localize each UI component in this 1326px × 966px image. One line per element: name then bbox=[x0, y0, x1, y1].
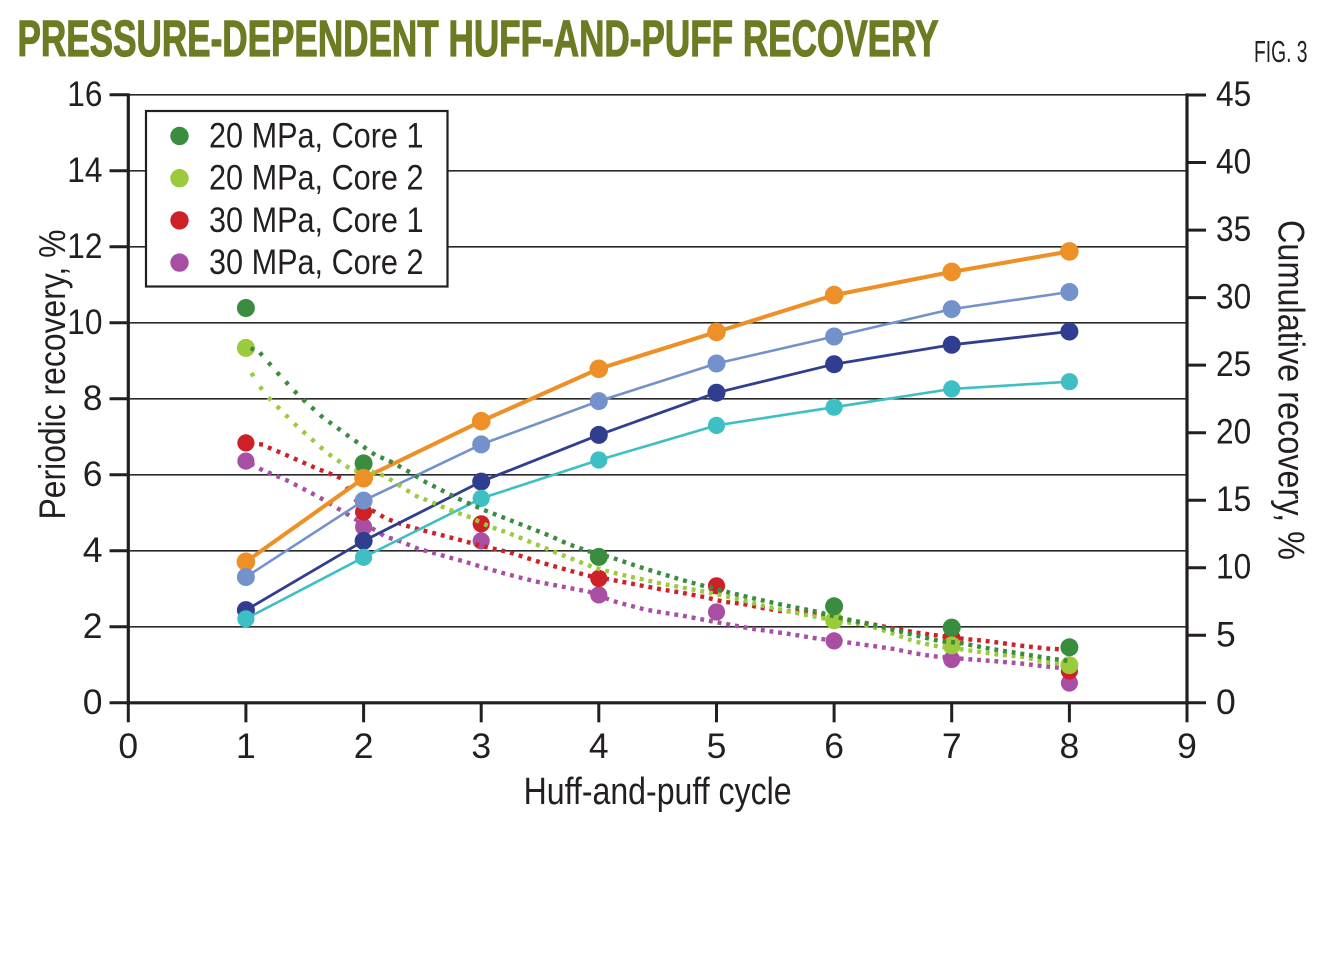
svg-text:4: 4 bbox=[83, 530, 103, 570]
svg-text:0: 0 bbox=[83, 682, 103, 722]
svg-text:8: 8 bbox=[83, 378, 103, 418]
svg-text:30 MPa, Core 1: 30 MPa, Core 1 bbox=[209, 201, 424, 240]
svg-text:4: 4 bbox=[589, 726, 609, 766]
svg-text:2: 2 bbox=[354, 726, 374, 766]
svg-text:45: 45 bbox=[1216, 74, 1251, 114]
svg-text:30: 30 bbox=[1216, 277, 1251, 317]
svg-text:30 MPa, Core 2: 30 MPa, Core 2 bbox=[209, 243, 424, 282]
svg-text:20: 20 bbox=[1216, 412, 1251, 452]
svg-text:Periodic recovery, %: Periodic recovery, % bbox=[31, 230, 73, 520]
svg-text:10: 10 bbox=[1216, 547, 1251, 587]
svg-text:7: 7 bbox=[942, 726, 962, 766]
svg-text:6: 6 bbox=[824, 726, 844, 766]
svg-text:16: 16 bbox=[67, 74, 102, 114]
svg-text:25: 25 bbox=[1216, 344, 1251, 384]
svg-text:10: 10 bbox=[67, 302, 102, 342]
svg-text:0: 0 bbox=[1216, 682, 1236, 722]
svg-text:15: 15 bbox=[1216, 479, 1251, 519]
svg-text:PRESSURE-DEPENDENT HUFF-AND-PU: PRESSURE-DEPENDENT HUFF-AND-PUFF RECOVER… bbox=[18, 10, 939, 67]
svg-text:2: 2 bbox=[83, 606, 103, 646]
svg-text:6: 6 bbox=[83, 454, 103, 494]
svg-text:20 MPa, Core 2: 20 MPa, Core 2 bbox=[209, 159, 424, 198]
svg-text:12: 12 bbox=[67, 226, 102, 266]
svg-text:35: 35 bbox=[1216, 209, 1251, 249]
svg-text:8: 8 bbox=[1060, 726, 1080, 766]
svg-text:Cumulative recovery, %: Cumulative recovery, % bbox=[1271, 220, 1313, 560]
svg-text:5: 5 bbox=[1216, 614, 1236, 654]
svg-text:20 MPa, Core 1: 20 MPa, Core 1 bbox=[209, 117, 424, 156]
svg-text:9: 9 bbox=[1177, 726, 1197, 766]
svg-text:14: 14 bbox=[67, 150, 102, 190]
svg-text:3: 3 bbox=[471, 726, 491, 766]
svg-text:1: 1 bbox=[236, 726, 256, 766]
svg-text:0: 0 bbox=[118, 726, 138, 766]
svg-text:Huff-and-puff cycle: Huff-and-puff cycle bbox=[524, 771, 792, 813]
svg-text:FIG. 3: FIG. 3 bbox=[1254, 34, 1308, 69]
svg-text:40: 40 bbox=[1216, 142, 1251, 182]
svg-text:5: 5 bbox=[707, 726, 727, 766]
